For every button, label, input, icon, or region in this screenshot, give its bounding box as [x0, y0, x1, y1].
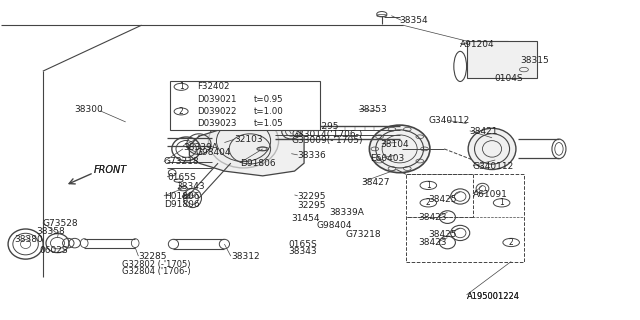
Text: 38423: 38423	[419, 212, 447, 222]
Text: 38353: 38353	[358, 105, 387, 114]
Text: 38427: 38427	[362, 178, 390, 187]
Text: 38358: 38358	[36, 227, 65, 236]
Text: D039023: D039023	[197, 119, 237, 128]
Text: 38425: 38425	[428, 230, 457, 239]
Text: A195001224: A195001224	[467, 292, 520, 301]
Text: G32804 ('1706-): G32804 ('1706-)	[122, 267, 191, 276]
Text: 32295: 32295	[298, 192, 326, 201]
Text: 0165S: 0165S	[288, 240, 317, 249]
Text: 38336: 38336	[298, 151, 326, 160]
Bar	[406, 174, 524, 261]
Text: G33014('1706-): G33014('1706-)	[291, 130, 363, 139]
Text: 38343: 38343	[288, 247, 317, 257]
Text: 32295: 32295	[298, 202, 326, 211]
Text: 31454: 31454	[291, 214, 320, 223]
Text: 2: 2	[179, 107, 184, 116]
Text: A195001224: A195001224	[467, 292, 520, 301]
Text: G340112: G340112	[473, 162, 514, 171]
Text: E60403: E60403	[370, 154, 404, 163]
Text: 1: 1	[426, 181, 431, 190]
Text: G73218: G73218	[346, 230, 381, 239]
Text: F32402: F32402	[197, 82, 230, 91]
Text: 38315: 38315	[521, 56, 550, 65]
Text: 38104: 38104	[381, 140, 409, 148]
Text: 0165S: 0165S	[167, 173, 196, 182]
Text: 38343: 38343	[177, 182, 205, 191]
Text: D039021: D039021	[197, 95, 237, 104]
Text: 0602S: 0602S	[40, 246, 68, 255]
Text: H01806: H01806	[164, 192, 200, 201]
Text: 32285: 32285	[138, 252, 167, 261]
Text: 38423: 38423	[419, 238, 447, 247]
Text: 38300: 38300	[75, 105, 104, 114]
Text: 2: 2	[426, 198, 431, 207]
Text: G73218: G73218	[164, 157, 200, 166]
Text: G32802 (-'1705): G32802 (-'1705)	[122, 260, 191, 269]
Text: 2: 2	[509, 238, 513, 247]
Text: 38339A: 38339A	[330, 208, 364, 217]
Text: 38354: 38354	[399, 16, 428, 25]
Polygon shape	[189, 124, 304, 176]
Ellipse shape	[468, 128, 516, 170]
Text: 38425: 38425	[428, 195, 457, 204]
Text: FRONT: FRONT	[94, 164, 127, 174]
Text: G98404: G98404	[196, 148, 231, 156]
Text: G340112: G340112	[428, 116, 470, 125]
Text: 38380: 38380	[14, 235, 43, 244]
Text: A61091: A61091	[473, 190, 508, 199]
Text: A91204: A91204	[460, 40, 495, 49]
Text: G33009(-'1705): G33009(-'1705)	[291, 136, 363, 146]
Text: D91806: D91806	[164, 200, 200, 209]
Text: 1: 1	[499, 198, 504, 207]
Ellipse shape	[209, 114, 278, 168]
Text: G98404: G98404	[317, 220, 352, 229]
Text: 38421: 38421	[470, 127, 499, 136]
Text: G73528: G73528	[43, 219, 79, 228]
Text: 38339A: 38339A	[183, 143, 218, 152]
Text: 1: 1	[179, 82, 184, 91]
Text: t=0.95: t=0.95	[253, 95, 283, 104]
Text: 0104S: 0104S	[494, 74, 523, 83]
Bar	[467, 41, 537, 77]
Text: D039022: D039022	[197, 107, 237, 116]
Text: 38312: 38312	[231, 252, 259, 261]
Text: FRONT: FRONT	[94, 164, 127, 174]
Text: t=1.00: t=1.00	[253, 107, 283, 116]
Bar	[170, 81, 320, 130]
Ellipse shape	[369, 125, 430, 173]
Text: 32103: 32103	[234, 135, 262, 144]
Text: 32295: 32295	[310, 122, 339, 131]
Text: D91806: D91806	[241, 159, 276, 168]
Text: t=1.05: t=1.05	[253, 119, 283, 128]
